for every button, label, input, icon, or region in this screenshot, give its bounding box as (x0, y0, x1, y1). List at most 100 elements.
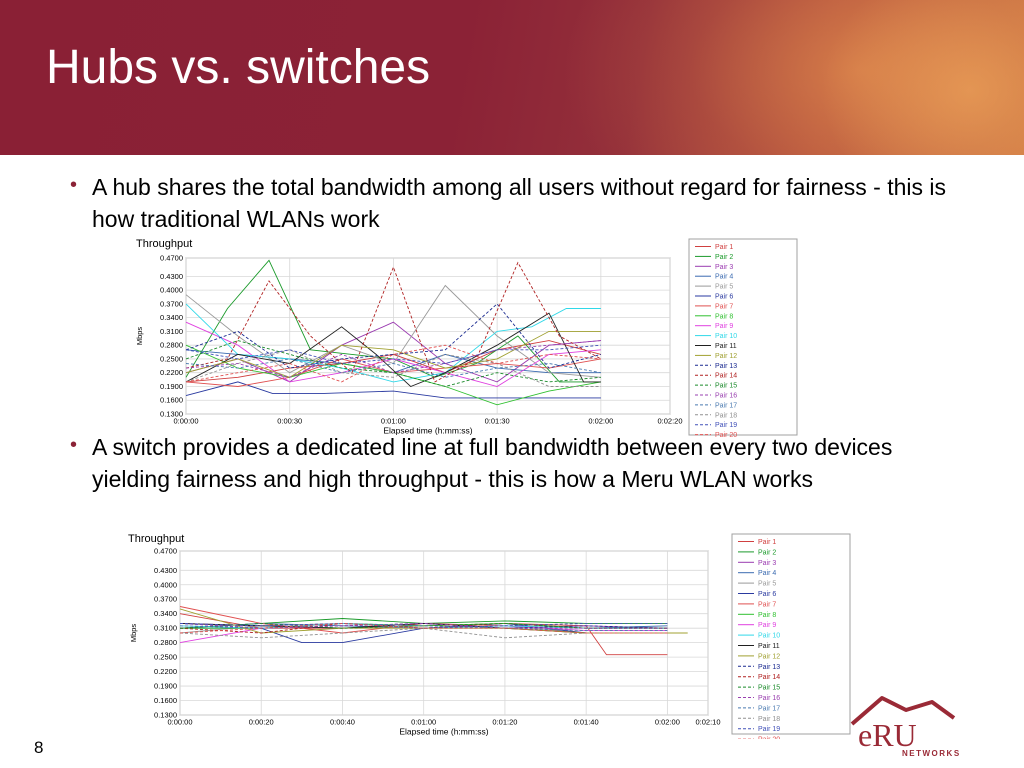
y-tick-label: 0.3100 (160, 327, 183, 336)
legend-label: Pair 16 (758, 695, 780, 702)
bullet-hub-text: A hub shares the total bandwidth among a… (92, 174, 947, 232)
legend-label: Pair 7 (715, 303, 733, 310)
y-axis-label: Mbps (129, 624, 138, 643)
x-tick-label: 0:01:00 (411, 718, 436, 727)
legend-label: Pair 15 (758, 685, 780, 692)
bullet-dot-icon: • (70, 174, 78, 196)
hub-throughput-chart: 0.4700 0.4300 0.4000 0.3700 0.3400 0.3100 0.28… (135, 238, 798, 438)
legend-label: Pair 11 (758, 643, 780, 650)
legend-label: Pair 19 (715, 422, 737, 429)
plot-area (185, 257, 671, 415)
legend-label: Pair 12 (758, 653, 780, 660)
legend-label: Pair 4 (758, 570, 776, 577)
legend-label: Pair 18 (758, 716, 780, 723)
series-line (185, 381, 601, 399)
legend-label: Pair 18 (715, 412, 737, 419)
legend-label: Pair 10 (715, 333, 737, 340)
chart-title: Throughput (128, 533, 184, 545)
y-tick-label: 0.3100 (154, 624, 177, 633)
logo-subtitle: NETWORKS (902, 749, 961, 758)
meru-networks-logo: eRU NETWORKS (850, 696, 961, 758)
x-tick-label: 0:02:00 (588, 417, 613, 426)
series-line (185, 303, 602, 369)
y-tick-label: 0.1900 (154, 682, 177, 691)
series-line (185, 340, 601, 378)
bullet-switch-text: A switch provides a dedicated line at fu… (92, 434, 893, 492)
series-line (185, 344, 601, 383)
y-tick-label: 0.2500 (154, 653, 177, 662)
legend-label: Pair 8 (758, 612, 776, 619)
series-line (185, 340, 601, 387)
legend-label: Pair 19 (758, 726, 780, 733)
series-line (185, 344, 601, 364)
y-tick-label: 0.2800 (154, 638, 177, 647)
banner-glow-highlight (820, 0, 1024, 155)
legend-label: Pair 5 (715, 284, 733, 291)
y-tick-label: 0.2500 (160, 354, 183, 363)
legend-label: Pair 9 (758, 622, 776, 629)
x-tick-label: 0:01:40 (574, 718, 599, 727)
legend-label: Pair 8 (715, 313, 733, 320)
legend-label: Pair 20 (758, 737, 780, 739)
legend-label: Pair 14 (715, 373, 737, 380)
y-axis-label: Mbps (135, 327, 144, 346)
y-tick-label: 0.3400 (160, 313, 183, 322)
x-tick-label: 0:00:00 (167, 718, 192, 727)
x-tick-label: 0:02:10 (695, 718, 720, 727)
series-line (185, 358, 601, 378)
logo-wordmark: eRU (858, 717, 917, 753)
legend-label: Pair 20 (715, 432, 737, 438)
series-line (179, 622, 668, 629)
y-tick-label: 0.1300 (154, 711, 177, 720)
switch-throughput-chart: 0.4700 0.4300 0.4000 0.3700 0.3400 0.3100 0.28… (128, 533, 851, 739)
x-axis-label: Elapsed time (h:mm:ss) (383, 426, 472, 436)
legend-label: Pair 4 (715, 274, 733, 281)
legend-label: Pair 14 (758, 674, 780, 681)
logo-peak-icon (850, 696, 956, 726)
series-line (185, 330, 601, 378)
legend-label: Pair 6 (715, 294, 733, 301)
legend-label: Pair 6 (758, 591, 776, 598)
y-tick-label: 0.4000 (160, 286, 183, 295)
x-tick-label: 0:01:00 (381, 417, 406, 426)
legend-label: Pair 13 (758, 664, 780, 671)
legend-label: Pair 3 (758, 560, 776, 567)
series-line (185, 312, 601, 388)
x-tick-label: 0:01:30 (485, 417, 510, 426)
y-tick-label: 0.2800 (160, 341, 183, 350)
legend-label: Pair 1 (758, 539, 776, 546)
x-tick-label: 0:00:00 (173, 417, 198, 426)
y-tick-label: 0.3700 (160, 299, 183, 308)
y-tick-label: 0.3400 (154, 609, 177, 618)
y-tick-label: 0.3700 (154, 595, 177, 604)
legend-box (731, 533, 851, 735)
x-tick-label: 0:00:30 (277, 417, 302, 426)
x-tick-label: 0:02:20 (657, 417, 682, 426)
y-tick-label: 0.2200 (160, 368, 183, 377)
legend-label: Pair 3 (715, 264, 733, 271)
series-line (185, 261, 602, 383)
slide-number: 8 (34, 738, 44, 757)
legend-label: Pair 5 (758, 581, 776, 588)
title-banner: Hubs vs. switches (0, 0, 1024, 155)
bullet-dot-icon: • (70, 434, 78, 456)
legend-label: Pair 11 (715, 343, 737, 350)
chart-title: Throughput (136, 238, 192, 250)
legend-box (688, 238, 798, 436)
legend-label: Pair 17 (715, 402, 737, 409)
y-tick-label: 0.1600 (154, 696, 177, 705)
y-tick-label: 0.4700 (160, 254, 183, 263)
legend-label: Pair 10 (758, 633, 780, 640)
series-line (185, 340, 602, 383)
y-tick-label: 0.4700 (154, 547, 177, 556)
series-line (179, 622, 668, 634)
legend-label: Pair 17 (758, 705, 780, 712)
legend-label: Pair 7 (758, 601, 776, 608)
bullet-hub: • A hub shares the total bandwidth among… (70, 172, 956, 235)
legend-label: Pair 2 (758, 549, 776, 556)
y-tick-label: 0.1600 (160, 396, 183, 405)
legend-label: Pair 16 (715, 393, 737, 400)
legend-label: Pair 2 (715, 254, 733, 261)
y-tick-label: 0.2200 (154, 667, 177, 676)
x-tick-label: 0:02:00 (655, 718, 680, 727)
